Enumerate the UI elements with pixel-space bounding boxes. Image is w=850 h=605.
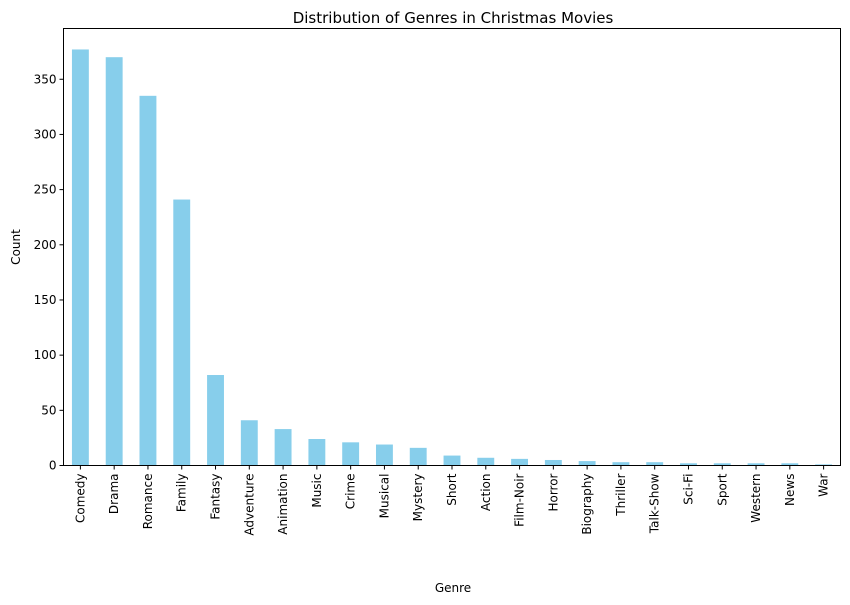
x-tick-label: Sci-Fi [681, 474, 695, 505]
x-tick-label: Music [310, 474, 324, 508]
x-tick-label: Thriller [614, 473, 628, 516]
y-tick-label: 50 [41, 403, 56, 417]
x-tick-label: Talk-Show [648, 473, 662, 534]
bar-comedy [71, 49, 89, 466]
x-tick-label: Drama [107, 474, 121, 515]
x-tick-label: Musical [377, 474, 391, 519]
y-tick-label: 100 [34, 348, 57, 362]
x-tick-label: Animation [276, 474, 290, 535]
x-tick-label: Horror [546, 473, 560, 511]
x-tick-label: Short [445, 473, 459, 505]
bar-family [173, 199, 191, 466]
y-axis-label: Count [9, 229, 23, 265]
bar-action [477, 457, 495, 466]
bar-animation [274, 429, 292, 466]
x-tick-label: News [783, 474, 797, 506]
bar-mystery [409, 447, 427, 466]
x-tick-label: Family [175, 474, 189, 513]
y-axis: 0 50 100 150 200 250 300 350 [34, 72, 64, 473]
bar-news [781, 463, 799, 466]
bar-romance [139, 95, 157, 466]
bar-adventure [240, 420, 258, 466]
bar-western [747, 463, 765, 466]
x-tick-label: Romance [141, 474, 155, 530]
x-tick-label: Comedy [73, 474, 87, 524]
plot-frame [63, 28, 841, 466]
x-tick-label: Mystery [411, 474, 425, 522]
bar-drama [105, 57, 123, 466]
y-tick-label: 250 [34, 183, 57, 197]
bar-biography [578, 461, 596, 466]
bar-crime [342, 442, 360, 466]
bar-sci-fi [680, 463, 697, 466]
x-tick-label: Crime [344, 474, 358, 510]
x-tick-label: Film-Noir [513, 473, 527, 526]
bar-horror [544, 459, 562, 466]
y-tick-label: 350 [34, 72, 57, 86]
bar-music [308, 439, 326, 466]
x-tick-label: Western [749, 474, 763, 523]
x-axis: Comedy Drama Romance Family Fantasy Adventure… [73, 465, 831, 536]
x-tick-label: War [817, 473, 831, 496]
chart-title: Distribution of Genres in Christmas Movi… [293, 9, 614, 27]
bar-musical [375, 444, 393, 466]
x-tick-label: Biography [580, 474, 594, 535]
x-axis-label: Genre [435, 581, 471, 595]
y-tick-label: 200 [34, 238, 57, 252]
bars-group [71, 49, 833, 466]
bar-film-noir [511, 458, 529, 466]
bar-sport [713, 463, 731, 466]
bar-short [443, 455, 461, 466]
x-tick-label: Fantasy [209, 474, 223, 520]
bar-fantasy [207, 375, 224, 466]
bar-thriller [612, 462, 630, 466]
bar-talk-show [646, 462, 664, 466]
y-tick-label: 0 [49, 459, 57, 473]
bar-war [815, 464, 833, 466]
x-tick-label: Sport [715, 473, 729, 506]
x-tick-label: Adventure [242, 474, 256, 536]
y-tick-label: 300 [34, 127, 57, 141]
y-tick-label: 150 [34, 293, 57, 307]
x-tick-label: Action [479, 474, 493, 512]
